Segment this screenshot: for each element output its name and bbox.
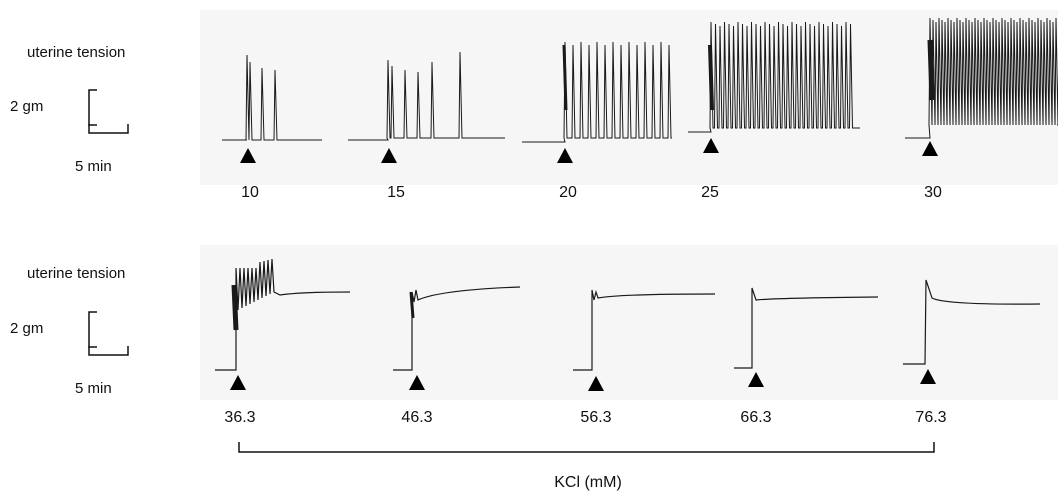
trace-46-3-onset: [409, 291, 415, 319]
row1-markers: [240, 138, 938, 163]
row1-scale-bar: [88, 89, 129, 134]
row2-conc-2: 46.3: [401, 409, 433, 426]
row2-scale-bar: [88, 311, 129, 356]
row1-conc-5: 30: [924, 184, 942, 201]
row1-panel: [200, 10, 1058, 185]
row1-marker-3: [557, 148, 573, 163]
row2-marker-3: [588, 376, 604, 391]
row1-conc-1: 10: [241, 184, 259, 201]
trace-30-onset: [927, 39, 935, 101]
trace-25-onset: [708, 44, 714, 111]
row1-conc-4: 25: [701, 184, 719, 201]
trace-10: [222, 54, 322, 141]
row2-conc-5: 76.3: [915, 409, 947, 426]
trace-20: [522, 41, 672, 143]
row2-scale-x-label: 5 min: [75, 380, 112, 397]
row2-traces: [215, 258, 1041, 371]
trace-36-3-onset: [231, 284, 239, 331]
row2-conc-1: 36.3: [224, 409, 256, 426]
trace-30: [905, 17, 1058, 139]
row1-conc-3: 20: [559, 184, 577, 201]
trace-25: [688, 21, 860, 133]
row2-marker-4: [748, 372, 764, 387]
trace-66-3: [734, 287, 879, 369]
row2-markers: [230, 369, 936, 391]
row1-conc-2: 15: [387, 184, 405, 201]
row2-conc-3: 56.3: [580, 409, 612, 426]
row2-marker-2: [409, 375, 425, 390]
row2-tension-label: uterine tension: [27, 265, 126, 282]
row2-panel: [200, 245, 1058, 400]
kcl-axis-label: KCl (mM): [554, 474, 622, 491]
row1-marker-5: [922, 141, 938, 156]
row2-conc-4: 66.3: [740, 409, 772, 426]
trace-46-3: [393, 286, 521, 371]
row1-traces: [222, 17, 1058, 143]
row1-marker-1: [240, 148, 256, 163]
row1-scale-x-label: 5 min: [75, 158, 112, 175]
row2-marker-5: [920, 369, 936, 384]
row1-scale-y-label: 2 gm: [10, 98, 44, 115]
row1-marker-4: [703, 138, 719, 153]
row1-marker-2: [381, 148, 397, 163]
trace-15: [348, 51, 505, 141]
row1-tension-label: uterine tension: [27, 44, 126, 61]
row2-scale-y-label: 2 gm: [10, 320, 44, 337]
trace-56-3: [573, 289, 716, 371]
trace-76-3: [903, 279, 1041, 365]
trace-36-3: [215, 258, 351, 371]
row2-marker-1: [230, 375, 246, 390]
trace-20-onset: [562, 44, 568, 111]
kcl-bracket: [238, 442, 935, 453]
